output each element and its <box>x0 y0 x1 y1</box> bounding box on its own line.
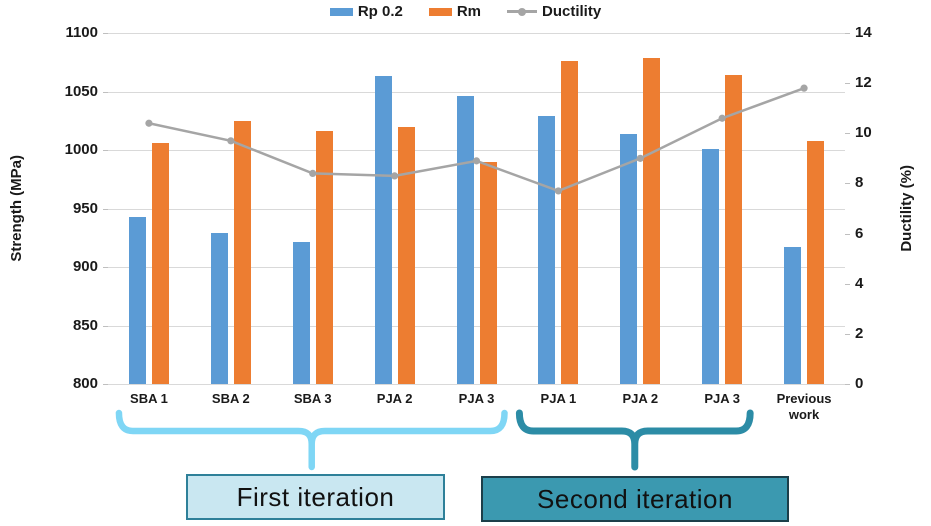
right-axis-tick <box>845 333 850 335</box>
first-iteration-brace <box>115 409 508 471</box>
bar-rm-pja-2 <box>643 57 661 384</box>
first-iteration-label-box: First iteration <box>186 474 445 520</box>
bar-rp02-previous-work <box>784 247 802 384</box>
legend-item-rp02: Rp 0.2 <box>329 3 403 20</box>
bar-rm-pja-2 <box>397 126 415 384</box>
left-axis-tick-label: 950 <box>72 199 98 217</box>
gridline-800 <box>108 384 845 385</box>
legend-swatch-rm-icon <box>428 7 452 16</box>
legend-label-rp02: Rp 0.2 <box>357 3 403 20</box>
right-axis-tick <box>845 83 850 85</box>
bar-rp02-sba-3 <box>292 242 310 384</box>
x-axis-label: SBA 3 <box>293 391 332 406</box>
second-iteration-brace <box>515 409 754 471</box>
gridline-850 <box>108 325 845 327</box>
gridline-900 <box>108 267 845 268</box>
left-axis-tick-label: 1050 <box>64 82 98 100</box>
right-axis-tick-label: 14 <box>855 24 872 41</box>
legend-label-ductility: Ductility <box>542 3 602 20</box>
left-axis-tick-label: 1000 <box>64 141 98 158</box>
bar-rp02-pja-3 <box>456 96 474 384</box>
right-axis-tick <box>845 133 850 135</box>
bar-rm-pja-3 <box>479 161 497 384</box>
x-axis-label: Previous work <box>776 391 832 422</box>
left-axis-tick-label: 850 <box>72 316 98 334</box>
left-axis-tick-label: 900 <box>72 258 98 275</box>
right-axis-tick <box>845 283 850 285</box>
x-axis-label: SBA 1 <box>130 391 168 406</box>
x-axis-label: PJA 2 <box>622 391 659 406</box>
bar-rm-sba-1 <box>151 142 169 384</box>
left-axis-tick <box>103 33 108 34</box>
left-axis-tick-label: 800 <box>72 375 98 392</box>
right-axis-title: Ductility (%) <box>898 165 915 252</box>
bar-rp02-pja-3 <box>702 148 720 384</box>
bar-rm-pja-3 <box>725 75 743 384</box>
bar-rm-sba-2 <box>233 120 251 384</box>
right-axis-tick <box>845 33 850 34</box>
left-axis-tick <box>103 267 108 268</box>
second-iteration-label: Second iteration <box>537 483 733 514</box>
chart-legend: Rp 0.2 Rm Ductility <box>0 3 931 20</box>
first-iteration-label: First iteration <box>236 481 395 512</box>
right-axis-tick <box>845 233 850 235</box>
left-axis-tick <box>103 91 108 93</box>
gridline-1100 <box>108 33 845 34</box>
x-axis-label: PJA 2 <box>376 391 413 406</box>
right-axis-tick-label: 10 <box>855 124 872 142</box>
x-axis-label: PJA 3 <box>458 391 495 406</box>
legend-item-ductility: Ductility <box>507 3 601 20</box>
bar-rm-previous-work <box>807 140 825 384</box>
bar-rp02-sba-1 <box>128 216 146 384</box>
ductility-point <box>145 119 153 127</box>
right-axis-tick-label: 2 <box>855 324 864 342</box>
x-axis-label: SBA 2 <box>211 391 250 406</box>
second-iteration-label-box: Second iteration <box>481 476 789 522</box>
legend-line-marker-icon <box>507 7 537 16</box>
bar-rm-sba-3 <box>315 131 333 384</box>
right-axis-tick-label: 12 <box>855 74 872 92</box>
legend-swatch-rp02-icon <box>329 7 353 16</box>
x-axis-label: PJA 3 <box>704 391 740 406</box>
right-axis-tick-label: 4 <box>855 274 864 292</box>
right-axis-tick <box>845 384 850 385</box>
x-axis-label: PJA 1 <box>540 391 577 406</box>
bar-rp02-sba-2 <box>210 233 228 384</box>
right-axis-tick <box>845 183 850 185</box>
legend-item-rm: Rm <box>428 3 481 20</box>
left-axis-tick <box>103 150 108 151</box>
left-axis-tick <box>103 325 108 327</box>
right-axis-tick-label: 6 <box>855 224 864 242</box>
gridline-950 <box>108 208 845 210</box>
bar-rm-pja-1 <box>561 61 579 384</box>
left-axis-title: Strength (MPa) <box>8 155 25 262</box>
legend-label-rm: Rm <box>456 3 481 20</box>
bar-rp02-pja-2 <box>620 133 638 384</box>
right-axis-tick-label: 8 <box>855 174 864 192</box>
bar-rp02-pja-1 <box>538 116 556 384</box>
left-axis-tick <box>103 384 108 385</box>
left-axis-tick-label: 1100 <box>65 24 98 41</box>
left-axis-tick <box>103 208 108 210</box>
right-axis-tick-label: 0 <box>855 375 864 392</box>
bar-rp02-pja-2 <box>374 76 392 384</box>
